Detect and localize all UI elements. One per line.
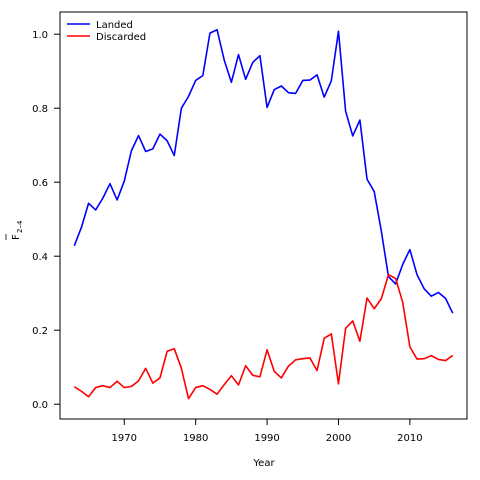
x-tick-label: 1980 [183,433,208,444]
y-tick-label: 1.0 [32,30,48,41]
y-axis-title-sub: 2–4 [16,220,24,233]
x-tick-label: 1970 [112,433,137,444]
legend-label-discarded: Discarded [96,32,146,43]
legend-label-landed: Landed [96,20,133,31]
x-axis: 1970 1980 1990 2000 2010 [112,419,423,444]
plot-frame [59,11,468,420]
y-axis-title-main: F [11,234,22,240]
y-tick-label: 0.6 [32,178,48,189]
x-axis-title: Year [252,458,275,469]
y-tick-label: 0.8 [32,104,48,115]
y-axis-title: F 2–4 [5,220,24,240]
series-line-discarded [73,273,454,400]
x-tick-label: 2010 [397,433,422,444]
y-tick-label: 0.2 [32,326,48,337]
y-tick-label: 0.4 [32,252,48,263]
series-line-landed [73,28,454,314]
series-layer [73,28,454,400]
y-tick-label: 0.0 [32,400,48,411]
x-tick-label: 2000 [326,433,351,444]
y-axis: 0.0 0.2 0.4 0.6 0.8 1.0 [32,30,60,411]
x-tick-label: 1990 [254,433,279,444]
legend: Landed Discarded [67,20,146,43]
